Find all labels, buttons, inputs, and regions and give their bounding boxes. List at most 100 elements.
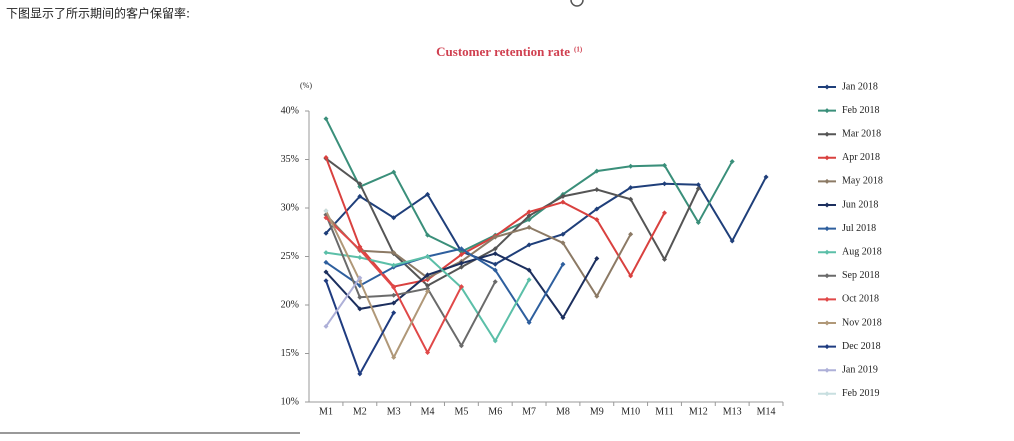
point-marker [391,169,397,175]
point-marker [425,254,431,259]
point-marker [594,187,600,193]
point-marker [323,259,329,265]
point-marker [526,209,532,215]
point-marker [662,181,667,187]
x-tick-label: M5 [454,406,468,417]
legend-marker [824,320,830,326]
point-marker [391,354,397,360]
point-marker [357,247,363,253]
legend-marker [824,391,830,397]
x-tick-label: M2 [353,406,367,417]
point-marker [628,196,634,202]
point-marker [628,163,634,169]
point-marker [458,284,464,290]
point-marker [391,262,397,268]
point-marker [323,215,329,221]
cursor-icon [570,0,584,7]
x-tick-label: M14 [757,406,776,417]
point-marker [594,255,600,261]
y-tick-label: 40% [281,105,299,116]
x-tick-label: M8 [556,406,570,417]
point-marker [458,343,464,349]
x-tick-label: M10 [621,406,640,417]
point-marker [323,116,329,122]
point-marker [526,224,532,230]
point-marker [323,278,329,284]
legend-label: Jul 2018 [842,223,876,234]
x-tick-label: M7 [522,406,536,417]
x-tick-label: M9 [590,406,604,417]
legend-label: Jan 2019 [842,364,878,375]
legend-marker [824,273,830,279]
point-marker [526,267,532,273]
point-marker [458,264,464,270]
legend-marker [824,84,830,90]
point-marker [526,242,532,248]
point-marker [594,206,600,212]
legend-marker [824,178,830,184]
point-marker [526,213,532,219]
point-marker [391,292,397,298]
point-marker [425,288,431,294]
legend-label: Jan 2018 [842,81,878,92]
point-marker [662,210,667,216]
point-marker [763,174,769,180]
point-marker [695,182,701,188]
title-note: (1) [574,46,583,54]
point-marker [391,300,397,306]
point-marker [662,256,667,262]
point-marker [729,158,735,164]
point-marker [425,232,431,238]
x-tick-label: M12 [689,406,708,417]
point-marker [492,267,498,273]
point-marker [492,234,498,240]
point-marker [458,246,464,252]
legend-marker [824,202,830,208]
point-marker [323,230,329,236]
legend-marker [824,367,830,373]
series-line [325,277,361,327]
legend-marker [824,344,830,350]
point-marker [323,323,329,329]
series-line [325,214,497,348]
point-marker [729,238,735,244]
legend-label: Jun 2018 [842,199,878,210]
point-marker [526,217,532,223]
point-marker [357,254,363,260]
legend-marker [824,249,830,255]
point-marker [594,293,600,299]
point-marker [492,261,498,267]
point-marker [695,220,701,226]
legend-label: Sep 2018 [842,270,880,281]
point-marker [594,168,600,174]
point-marker [695,186,701,192]
legend-marker [824,108,830,114]
legend-label: Apr 2018 [842,152,880,163]
point-marker [357,294,363,300]
point-marker [526,319,532,325]
point-marker [425,272,431,278]
x-tick-label: M1 [319,406,333,417]
point-marker [391,285,397,291]
point-marker [357,181,363,187]
x-tick-label: M13 [723,406,742,417]
point-marker [560,231,566,237]
point-marker [594,217,600,223]
point-marker [492,338,498,344]
point-marker [458,260,464,266]
series-line [325,247,564,325]
x-tick-label: M3 [387,406,401,417]
point-marker [458,252,464,258]
point-marker [357,371,363,377]
series-line [325,176,767,266]
point-marker [391,310,397,316]
point-marker [560,199,566,205]
legend-label: Aug 2018 [842,246,882,257]
point-marker [323,155,329,161]
point-marker [492,279,498,285]
point-marker [425,283,431,289]
legend-marker [824,155,830,161]
point-marker [560,315,566,321]
point-marker [492,251,498,257]
